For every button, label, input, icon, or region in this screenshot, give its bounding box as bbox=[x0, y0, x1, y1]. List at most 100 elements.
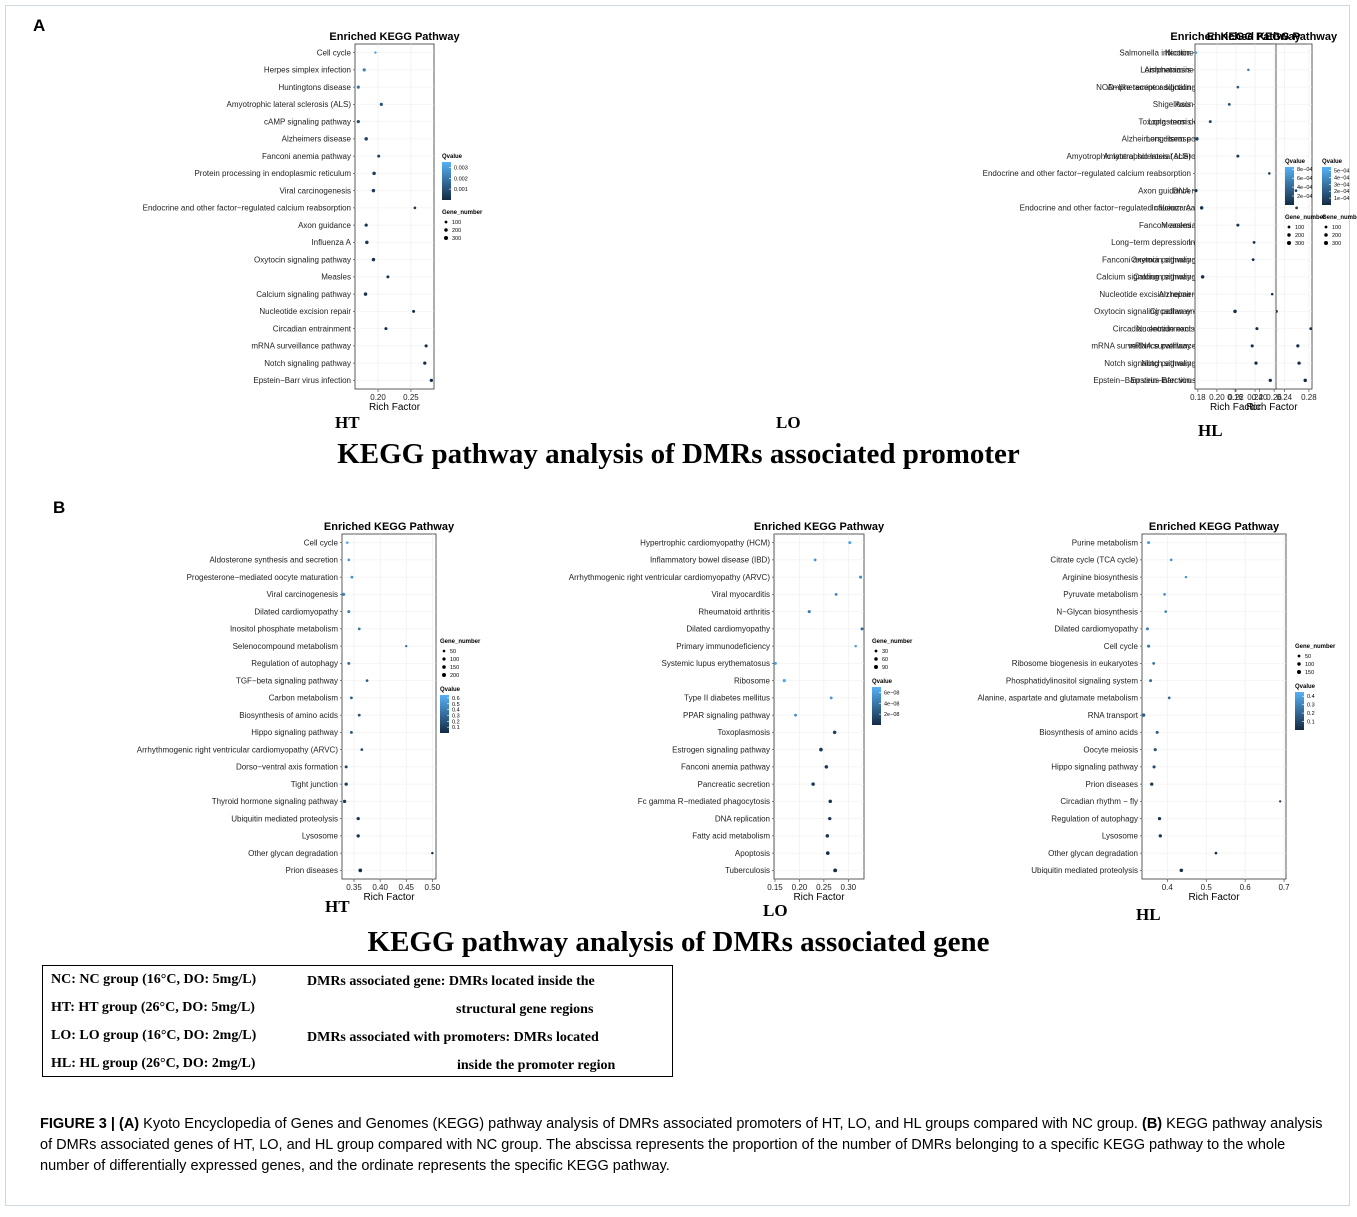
y-tick-label: Arrhythmogenic right ventricular cardiom… bbox=[137, 745, 339, 754]
y-tick-label: Notch signaling pathway bbox=[1141, 359, 1228, 368]
size-legend-dot bbox=[1297, 654, 1301, 658]
x-tick-label: 0.18 bbox=[1190, 393, 1206, 402]
qvalue-colorbar bbox=[1322, 167, 1331, 205]
x-tick-label: 0.7 bbox=[1278, 883, 1290, 892]
plot-b-lo: Enriched KEGG Pathway Hypertrophic cardio… bbox=[440, 513, 920, 903]
colorbar-tick-label: 5e−04 bbox=[1334, 168, 1349, 174]
size-legend-label: 300 bbox=[1332, 241, 1341, 247]
data-point bbox=[350, 696, 353, 700]
data-point bbox=[1164, 610, 1168, 613]
data-point bbox=[379, 102, 383, 106]
y-tick-label: Other glycan degradation bbox=[1048, 849, 1138, 858]
data-point bbox=[362, 68, 366, 72]
data-point bbox=[1252, 240, 1256, 244]
y-tick-label: Systemic lupus erythematosus bbox=[662, 659, 771, 668]
x-tick-label: 0.50 bbox=[425, 883, 441, 892]
section-a-label: A bbox=[33, 16, 46, 35]
plot-panel bbox=[354, 43, 435, 390]
y-tick-label: PPAR signaling pathway bbox=[683, 711, 770, 720]
y-tick-label: Fc gamma R−mediated phagocytosis bbox=[638, 797, 770, 806]
x-tick-label: 0.26 bbox=[1266, 393, 1282, 402]
y-tick-label: Endocrine and other factor−regulated cal… bbox=[143, 204, 351, 213]
data-point bbox=[828, 816, 832, 821]
size-legend-dot bbox=[874, 657, 878, 661]
x-tick-label: 0.20 bbox=[1252, 393, 1268, 402]
data-point bbox=[431, 851, 434, 855]
data-point bbox=[1157, 817, 1162, 821]
colorbar-tick-label: 0.5 bbox=[452, 702, 460, 708]
data-point bbox=[372, 171, 376, 176]
data-point bbox=[357, 713, 361, 717]
y-tick-label: Calcium signaling pathway bbox=[1096, 273, 1191, 282]
data-point bbox=[854, 644, 857, 648]
size-legend-label: 200 bbox=[1295, 233, 1304, 239]
data-point bbox=[1184, 575, 1188, 579]
qvalue-colorbar bbox=[1295, 692, 1304, 730]
data-point bbox=[859, 575, 863, 579]
y-tick-label: Oxytocin signaling pathway bbox=[1131, 255, 1228, 264]
y-tick-label: Nucleotide excision repair bbox=[259, 307, 351, 316]
y-tick-label: Epstein−Barr virus infection bbox=[253, 376, 351, 385]
y-tick-label: mRNA surveillance pathway bbox=[1091, 342, 1191, 351]
colorbar-tick-label: 4e−04 bbox=[1334, 175, 1349, 181]
data-point bbox=[1233, 309, 1237, 314]
y-tick-label: Citrate cycle (TCA cycle) bbox=[1050, 556, 1138, 565]
data-point bbox=[358, 868, 363, 873]
x-axis-label: Rich Factor bbox=[1246, 402, 1298, 413]
colorbar-tick-label: 8e−04 bbox=[1297, 167, 1312, 173]
group-label-b-lo: LO bbox=[763, 901, 788, 920]
y-tick-label: Axon guidance bbox=[298, 221, 351, 230]
y-tick-label: Nucleotide excision repair bbox=[1136, 324, 1228, 333]
plot-b-ht: Enriched KEGG Pathway Cell cycle Aldostero… bbox=[0, 513, 520, 903]
size-legend-label: 200 bbox=[1332, 233, 1341, 239]
data-point bbox=[424, 344, 428, 348]
data-point bbox=[1250, 344, 1254, 348]
data-point bbox=[819, 747, 823, 752]
y-tick-label: Amyotrophic lateral sclerosis (ALS) bbox=[227, 100, 352, 109]
colorbar-tick-label: 2e−04 bbox=[1334, 189, 1349, 195]
y-tick-label: Purine metabolism bbox=[1072, 538, 1139, 547]
plot-panel bbox=[1141, 533, 1287, 880]
size-legend-dot bbox=[1324, 225, 1328, 229]
y-tick-label: NOD−like receptor signaling pathway bbox=[1096, 83, 1228, 92]
y-tick-label: Phosphatidylinositol signaling system bbox=[1006, 676, 1138, 685]
x-axis-label: Rich Factor bbox=[363, 892, 415, 903]
data-point bbox=[356, 85, 360, 89]
y-tick-label: Oxytocin signaling pathway bbox=[254, 255, 351, 264]
y-tick-label: Pancreatic secretion bbox=[698, 780, 770, 789]
y-tick-label: Calcium signaling pathway bbox=[1133, 273, 1228, 282]
y-tick-label: DNA replication bbox=[715, 814, 770, 823]
x-tick-label: 0.20 bbox=[370, 393, 386, 402]
data-point bbox=[1294, 189, 1298, 192]
colorbar-tick-label: 0.1 bbox=[452, 725, 460, 731]
chart-title: Enriched KEGG Pathway bbox=[1207, 31, 1338, 43]
data-point bbox=[860, 627, 864, 631]
data-point bbox=[377, 154, 381, 158]
size-legend-label: 60 bbox=[882, 657, 888, 663]
size-legend-dot bbox=[874, 665, 878, 669]
y-tick-label: Nucleotide excision repair bbox=[1099, 290, 1191, 299]
y-tick-label: Axon guidance bbox=[1138, 186, 1191, 195]
size-legend-dot bbox=[442, 649, 446, 653]
chart-group: Enriched KEGG Pathway Purine metabolism Ci… bbox=[977, 521, 1336, 903]
y-tick-label: N−Glycan biosynthesis bbox=[1056, 607, 1138, 616]
x-tick-label: 0.24 bbox=[1247, 393, 1263, 402]
y-tick-label: Lysosome bbox=[1102, 832, 1139, 841]
data-point bbox=[825, 834, 830, 838]
data-point bbox=[1179, 868, 1184, 873]
y-tick-label: Viral myocarditis bbox=[711, 590, 770, 599]
data-point bbox=[824, 765, 829, 769]
qvalue-colorbar bbox=[442, 162, 451, 200]
colorbar-tick-label: 0.001 bbox=[454, 187, 468, 193]
size-legend-title: Gene_number bbox=[872, 639, 913, 645]
size-legend-dot bbox=[1324, 241, 1328, 245]
data-point bbox=[1145, 627, 1149, 631]
figure-caption: FIGURE 3 | (A) Kyoto Encyclopedia of Gen… bbox=[40, 1114, 1330, 1177]
data-point bbox=[364, 137, 368, 141]
size-legend-title: Gene_number bbox=[1295, 644, 1336, 650]
chart-group: Enriched KEGG Pathway Cell cycle Herpes si… bbox=[143, 31, 483, 413]
data-point bbox=[365, 240, 369, 245]
data-point bbox=[794, 713, 797, 717]
data-point bbox=[1141, 713, 1146, 717]
